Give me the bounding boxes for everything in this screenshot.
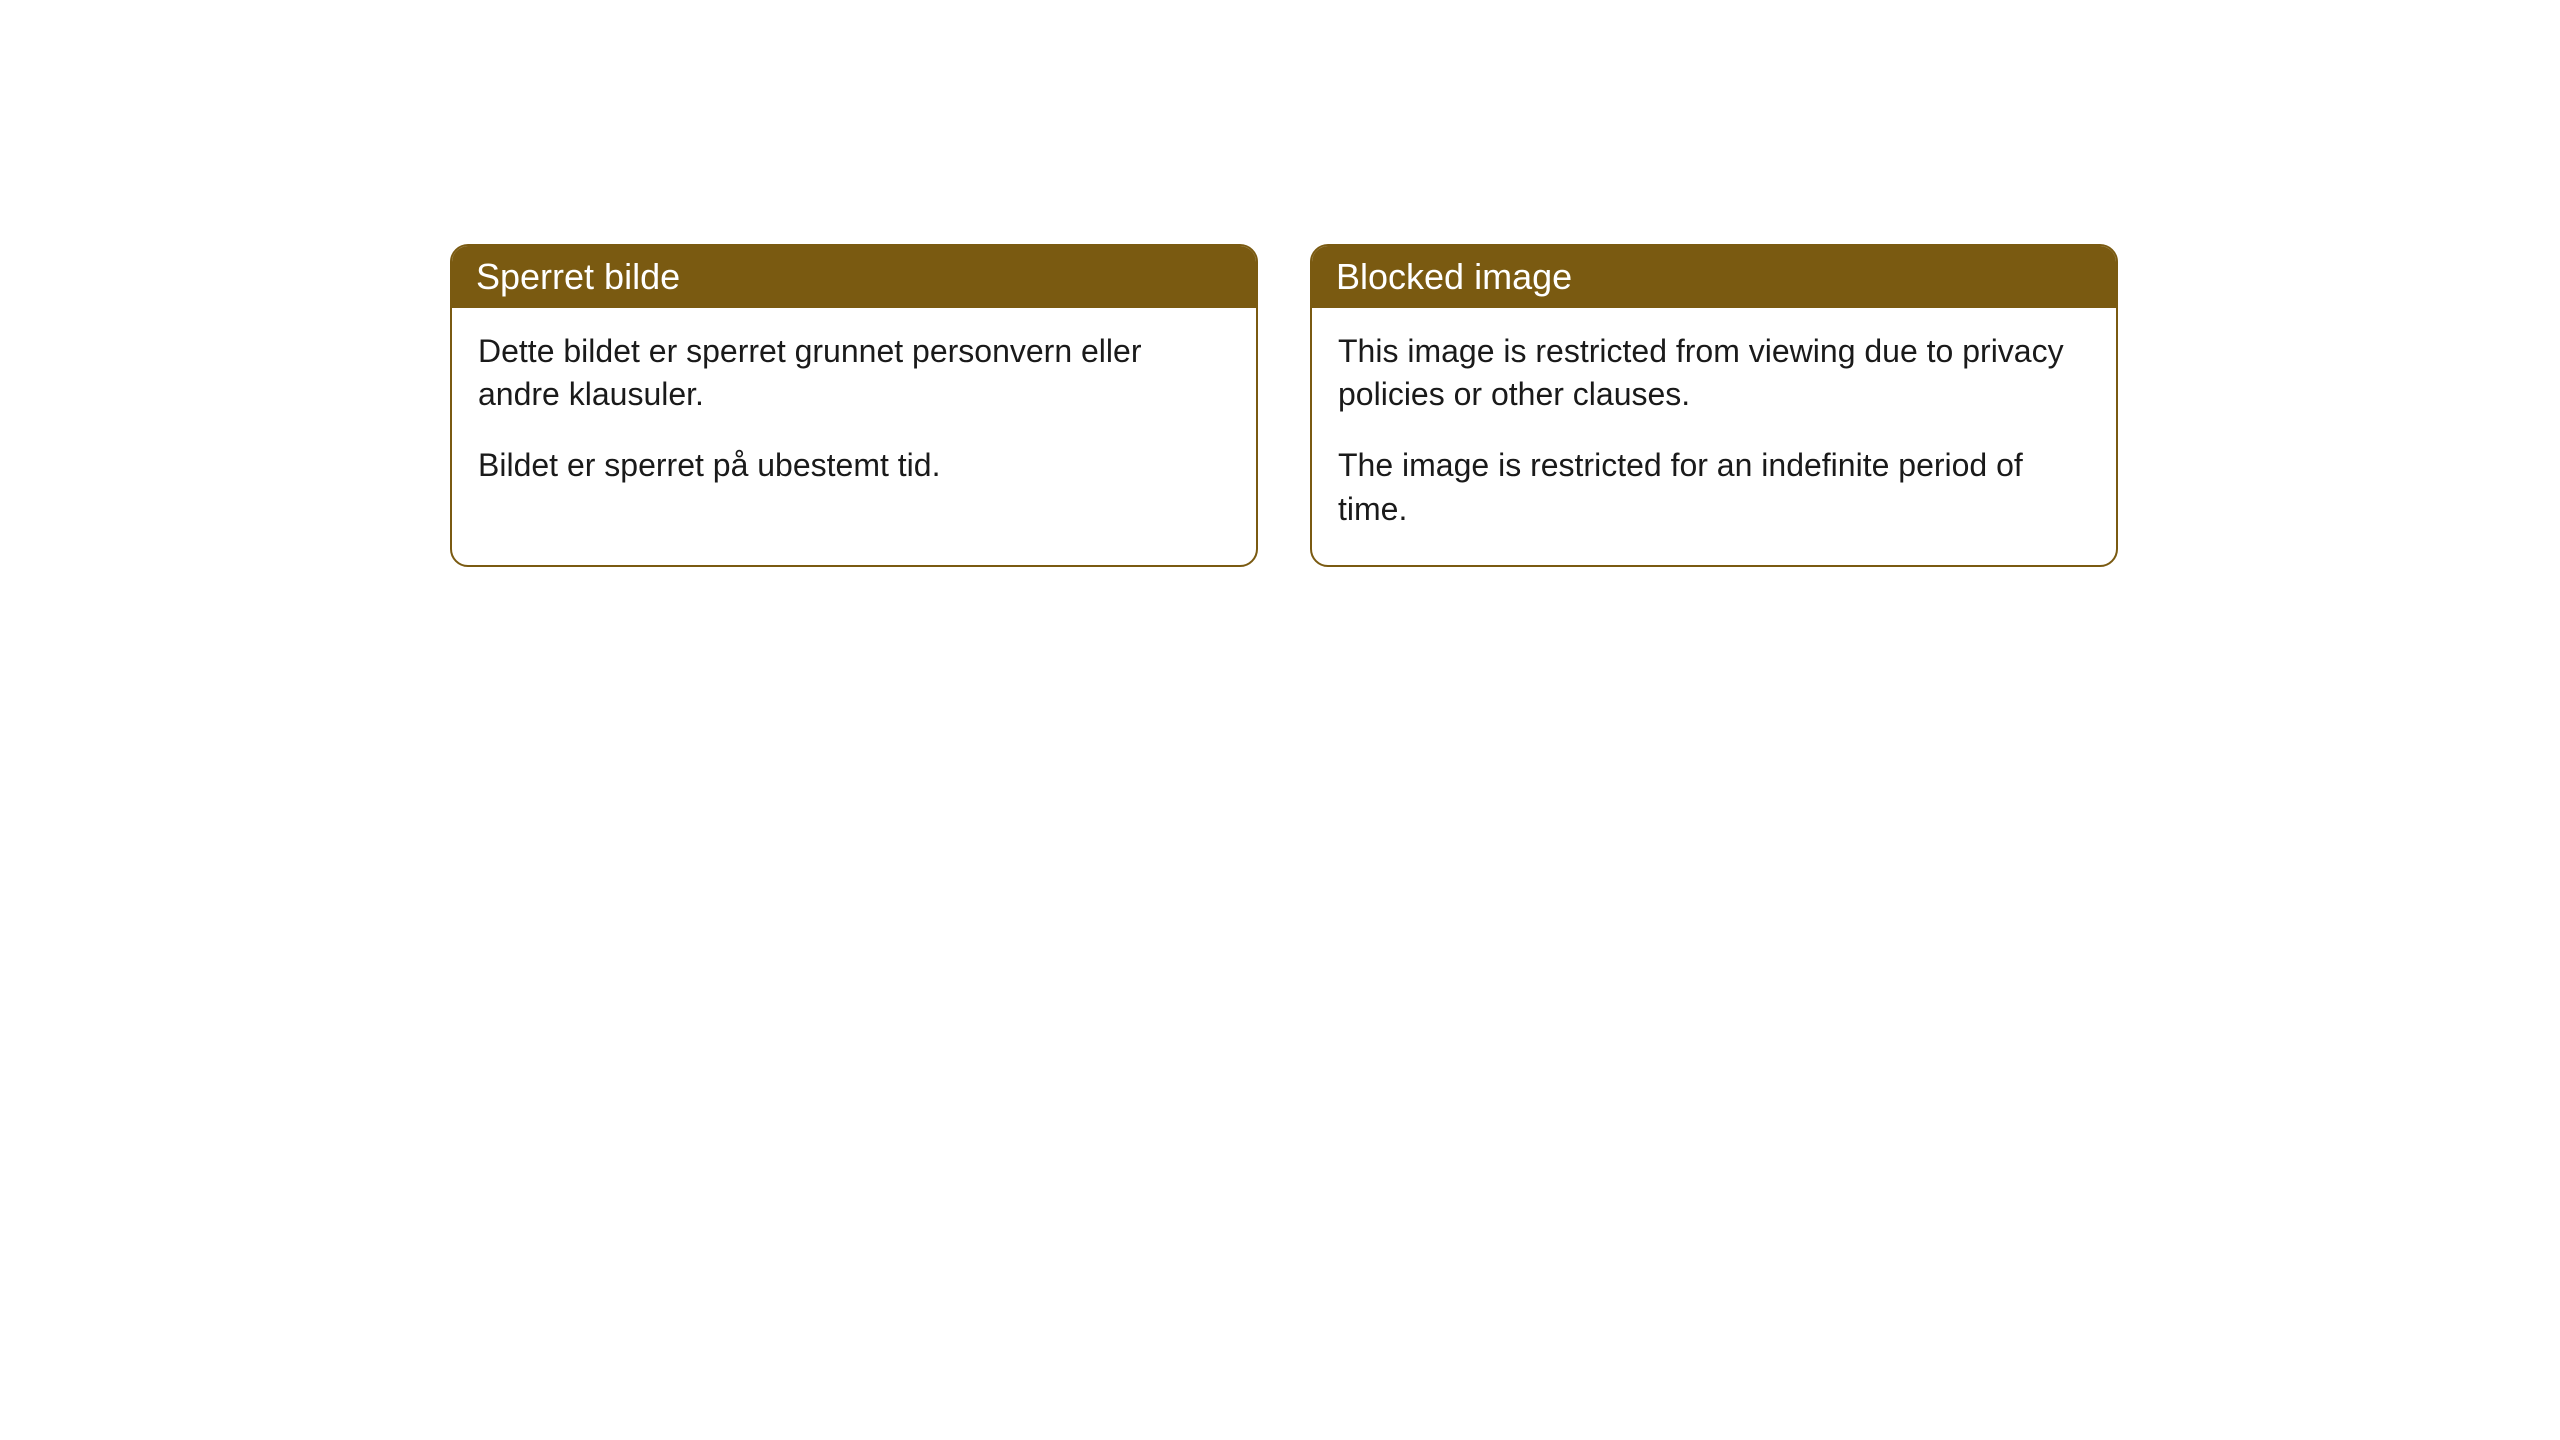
card-header: Sperret bilde	[452, 246, 1256, 308]
card-header: Blocked image	[1312, 246, 2116, 308]
blocked-image-notice-english: Blocked image This image is restricted f…	[1310, 244, 2118, 567]
blocked-image-notice-norwegian: Sperret bilde Dette bildet er sperret gr…	[450, 244, 1258, 567]
card-title: Blocked image	[1336, 256, 1572, 297]
notice-cards-container: Sperret bilde Dette bildet er sperret gr…	[450, 244, 2118, 567]
notice-paragraph-1: Dette bildet er sperret grunnet personve…	[478, 330, 1230, 416]
notice-paragraph-2: Bildet er sperret på ubestemt tid.	[478, 444, 1230, 487]
notice-paragraph-2: The image is restricted for an indefinit…	[1338, 444, 2090, 530]
notice-paragraph-1: This image is restricted from viewing du…	[1338, 330, 2090, 416]
card-body: This image is restricted from viewing du…	[1312, 308, 2116, 565]
card-body: Dette bildet er sperret grunnet personve…	[452, 308, 1256, 522]
card-title: Sperret bilde	[476, 256, 680, 297]
